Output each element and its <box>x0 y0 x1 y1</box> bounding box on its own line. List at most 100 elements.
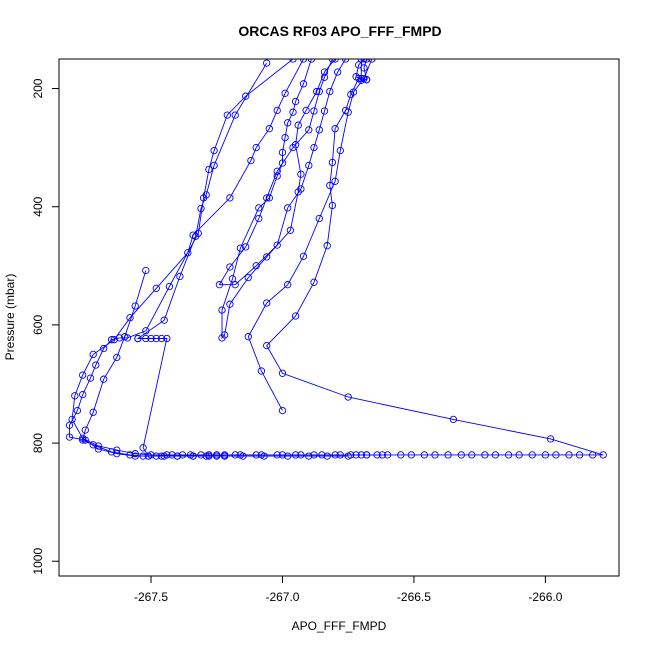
series-3 <box>79 266 365 460</box>
data-point <box>110 336 118 344</box>
data-point <box>65 433 74 441</box>
data-point <box>163 451 171 459</box>
data-point <box>273 451 281 459</box>
data-point <box>81 426 89 434</box>
data-point <box>299 252 308 260</box>
data-point <box>100 375 108 383</box>
data-point <box>163 334 171 343</box>
y-tick-label: 1000 <box>31 548 45 575</box>
data-point <box>305 452 313 460</box>
data-point <box>86 374 95 382</box>
data-point <box>142 266 150 275</box>
data-point <box>457 451 465 459</box>
data-point <box>107 336 116 344</box>
data-point <box>310 107 318 115</box>
data-point <box>79 434 87 442</box>
data-point <box>284 119 292 127</box>
data-point <box>599 451 607 459</box>
data-point <box>199 194 208 202</box>
series-line <box>355 59 368 81</box>
series-line <box>82 270 362 457</box>
data-point <box>273 167 281 175</box>
data-point <box>139 452 147 460</box>
y-axis-label: Pressure (mbar) <box>3 274 17 361</box>
data-point <box>152 284 160 292</box>
data-point <box>347 90 355 99</box>
data-point <box>331 451 339 459</box>
y-tick-label: 600 <box>31 315 45 335</box>
data-point <box>231 111 239 119</box>
data-point <box>226 300 234 308</box>
y-tick-label: 200 <box>31 78 45 98</box>
data-point <box>265 125 273 133</box>
data-point <box>305 161 313 170</box>
x-axis-label: APO_FFF_FMPD <box>292 619 387 633</box>
data-point <box>263 194 271 202</box>
data-point <box>360 59 368 63</box>
plot-frame <box>58 58 620 577</box>
data-point <box>147 334 155 343</box>
data-point <box>231 281 239 289</box>
data-point <box>197 451 205 459</box>
data-point <box>289 59 297 63</box>
data-point <box>328 59 337 63</box>
data-point <box>263 253 271 261</box>
data-point <box>131 450 139 458</box>
data-point <box>297 170 305 178</box>
data-point <box>468 451 476 459</box>
data-point <box>383 451 392 459</box>
data-point <box>291 451 300 459</box>
data-point <box>94 442 103 450</box>
data-point <box>286 226 295 234</box>
series-line <box>266 59 604 456</box>
data-point <box>273 172 281 180</box>
y-axis: 200 400 600 800 1000 <box>31 78 60 575</box>
data-point <box>541 451 550 459</box>
data-point <box>100 344 108 353</box>
data-point <box>326 181 334 190</box>
data-point <box>213 451 221 459</box>
data-point <box>315 214 323 223</box>
data-point <box>242 92 250 100</box>
data-point <box>263 59 271 67</box>
data-point <box>341 106 350 115</box>
data-point <box>515 451 523 459</box>
x-axis: -267.5 -267.0 -266.5 -266.0 <box>134 575 563 604</box>
data-point <box>79 371 87 379</box>
data-point <box>278 369 287 377</box>
data-point <box>176 272 184 281</box>
data-point <box>289 143 297 152</box>
data-point <box>113 353 121 362</box>
data-point <box>310 143 318 152</box>
data-point <box>89 408 97 416</box>
data-point <box>299 80 308 88</box>
data-point <box>65 421 74 429</box>
series-5 <box>218 59 339 342</box>
data-point <box>305 126 313 134</box>
data-point <box>73 406 82 415</box>
data-point <box>265 194 273 202</box>
data-point <box>160 316 168 324</box>
data-point <box>257 367 266 375</box>
data-point <box>299 59 308 63</box>
data-point <box>362 76 371 84</box>
data-point <box>589 451 597 459</box>
data-point <box>320 68 329 76</box>
data-point <box>142 334 150 343</box>
data-point <box>218 306 226 314</box>
data-point <box>242 243 250 251</box>
series-4 <box>68 59 387 459</box>
data-point <box>291 97 300 106</box>
data-point <box>373 451 381 459</box>
data-point <box>449 415 458 424</box>
data-point <box>244 333 252 341</box>
data-point <box>444 451 452 459</box>
data-point <box>139 444 147 452</box>
data-point <box>320 73 329 81</box>
data-point <box>92 361 100 369</box>
data-point <box>178 451 187 459</box>
data-point <box>310 278 318 286</box>
x-tick-label: -266.0 <box>528 590 562 604</box>
data-point <box>131 302 139 310</box>
y-tick-label: 800 <box>31 433 45 453</box>
